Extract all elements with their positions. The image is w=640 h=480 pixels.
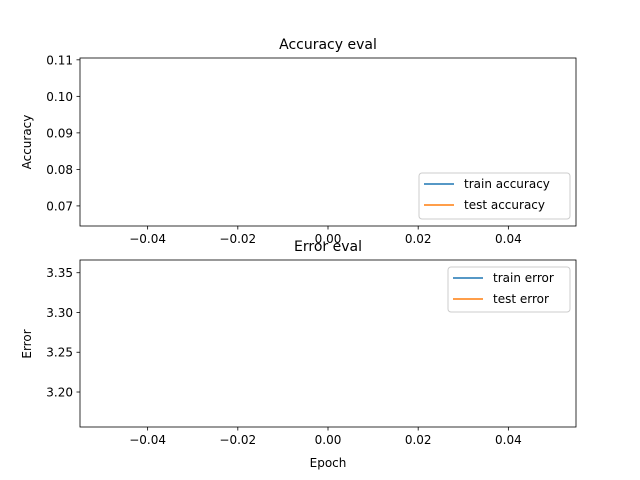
- error-axes-frame: [79, 259, 577, 428]
- accuracy-y-tick-label: 0.08: [46, 163, 73, 177]
- accuracy-subplot: Accuracy eval Accuracy −0.04 −0.02 0.00 0.0…: [20, 37, 577, 246]
- legend-train-error-label: train error: [493, 271, 554, 285]
- accuracy-x-tick-label: −0.02: [219, 232, 256, 246]
- accuracy-y-tick-label: 0.10: [46, 90, 73, 104]
- error-y-tick-label: 3.25: [46, 346, 73, 360]
- accuracy-y-tick-label: 0.07: [46, 199, 73, 213]
- accuracy-x-tick-label: 0.04: [495, 232, 522, 246]
- error-y-tick-label: 3.35: [46, 266, 73, 280]
- error-legend: train error test error: [447, 266, 571, 313]
- error-y-tick-label: 3.30: [46, 306, 73, 320]
- error-y-tick-label: 3.20: [46, 386, 73, 400]
- accuracy-ticks: −0.04 −0.02 0.00 0.02 0.04 0.07 0.08 0.09 0.10 0.…: [46, 53, 521, 246]
- error-x-tick-label: 0.04: [495, 433, 522, 447]
- error-x-tick-label: −0.04: [129, 433, 166, 447]
- accuracy-y-tick-label: 0.11: [46, 53, 73, 67]
- error-x-tick-label: −0.02: [219, 433, 256, 447]
- accuracy-y-axis-label: Accuracy: [20, 115, 34, 170]
- error-ticks: −0.04 −0.02 0.00 0.02 0.04 3.20 3.25 3.30 3.35: [46, 266, 521, 447]
- accuracy-x-tick-label: −0.04: [129, 232, 166, 246]
- accuracy-x-tick-label: 0.02: [405, 232, 432, 246]
- legend-test-accuracy-label: test accuracy: [464, 198, 545, 212]
- accuracy-y-tick-label: 0.09: [46, 126, 73, 140]
- error-x-tick-label: 0.02: [405, 433, 432, 447]
- accuracy-legend: train accuracy test accuracy: [418, 172, 571, 220]
- accuracy-legend-box: [418, 172, 571, 220]
- error-x-tick-label: 0.00: [315, 433, 342, 447]
- accuracy-title: Accuracy eval: [279, 37, 377, 53]
- legend-train-accuracy-label: train accuracy: [464, 177, 550, 191]
- error-title: Error eval: [294, 239, 362, 255]
- accuracy-axes-frame: [79, 57, 577, 227]
- accuracy-x-tick-label: 0.00: [315, 232, 342, 246]
- legend-test-error-label: test error: [493, 292, 549, 306]
- error-y-axis-label: Error: [20, 329, 34, 358]
- error-x-axis-label: Epoch: [310, 456, 347, 470]
- error-subplot: Error eval Error Epoch −0.04 −0.02 0.00 0.0…: [20, 239, 577, 470]
